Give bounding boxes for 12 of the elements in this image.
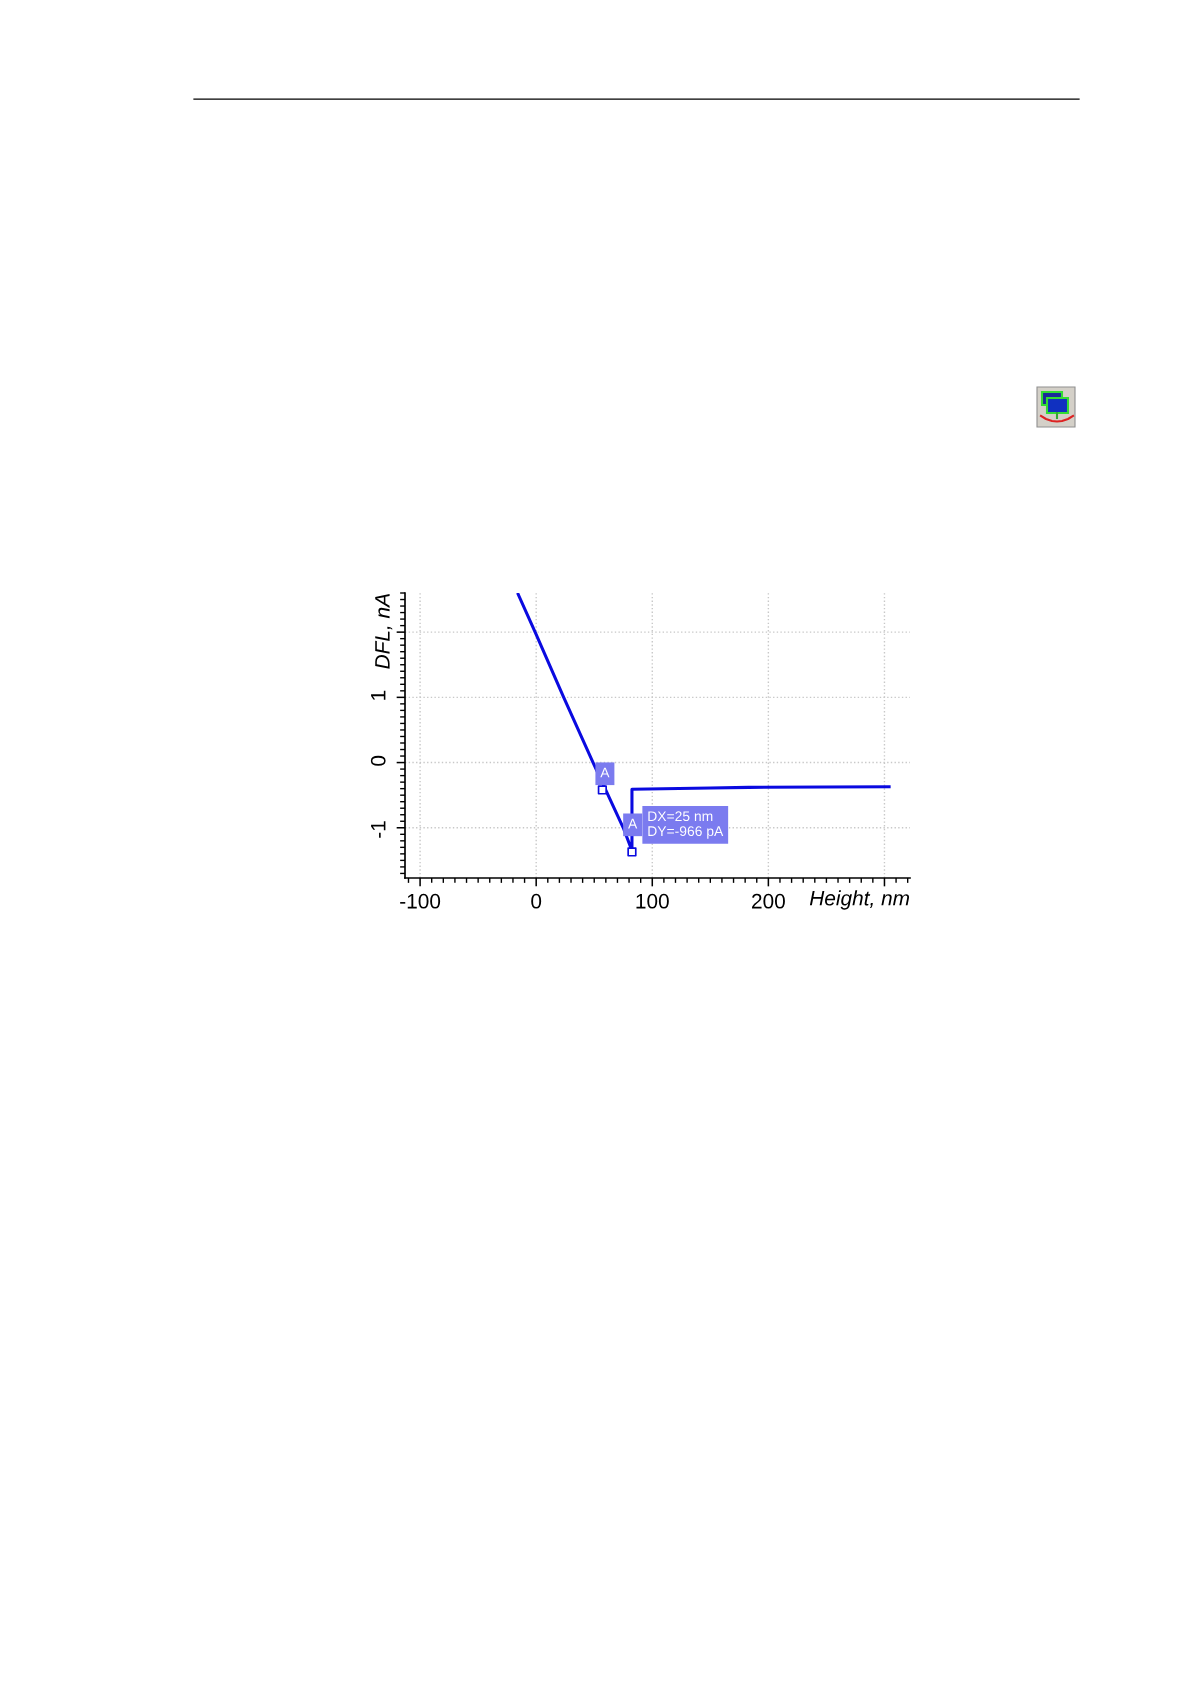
x-tick-label: -100 (400, 893, 441, 909)
y-tick-label: 0 (370, 755, 386, 766)
y-tick-label: -1 (371, 821, 386, 838)
annotation: DX=25 nm DY=-966 pA (648, 811, 724, 839)
annotation: A (600, 767, 610, 778)
x-tick-label: 100 (636, 893, 669, 909)
x-tick-label: 200 (752, 893, 785, 909)
x-axis-title: Height, nm (809, 890, 910, 910)
y-tick-label: 1 (371, 690, 386, 700)
annotation: A (628, 818, 638, 829)
y-axis-title: DFL, nA (375, 594, 393, 669)
x-tick-label: 0 (531, 893, 542, 909)
